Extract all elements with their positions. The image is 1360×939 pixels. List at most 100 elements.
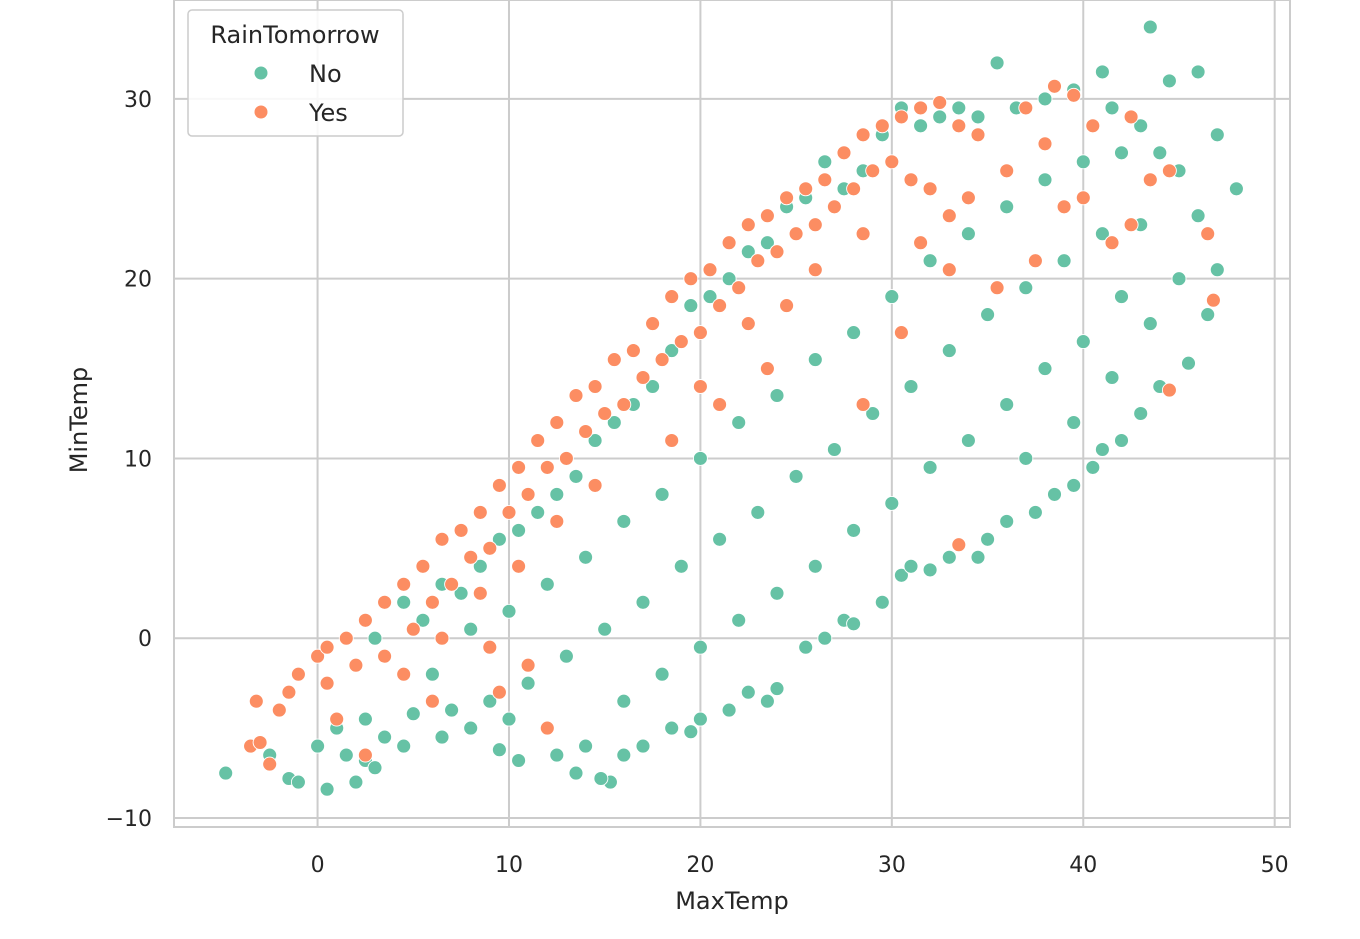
data-point-yes: [673, 334, 689, 350]
data-point-no: [893, 567, 909, 583]
data-point-yes: [654, 352, 670, 368]
data-point-yes: [779, 298, 795, 314]
legend-label-yes: Yes: [308, 99, 348, 127]
data-point-yes: [664, 433, 680, 448]
data-point-yes: [405, 621, 421, 637]
data-point-yes: [463, 549, 479, 565]
data-point-no: [377, 729, 393, 745]
data-point-no: [396, 594, 412, 610]
data-point-no: [692, 711, 708, 727]
data-point-yes: [788, 226, 804, 242]
data-point-yes: [396, 666, 412, 682]
data-point-yes: [290, 666, 306, 682]
data-point-no: [913, 118, 929, 134]
data-point-yes: [1123, 109, 1139, 125]
data-point-no: [1066, 477, 1082, 493]
x-tick-label: 10: [495, 853, 523, 878]
data-point-yes: [520, 486, 536, 502]
data-point-yes: [1142, 172, 1158, 188]
data-point-no: [1161, 73, 1177, 89]
data-point-yes: [262, 756, 278, 772]
data-point-no: [310, 738, 326, 754]
data-point-yes: [587, 477, 603, 493]
plot-frame: [173, 0, 1291, 828]
data-point-no: [501, 711, 517, 727]
data-point-yes: [702, 262, 718, 278]
data-point-yes: [932, 95, 948, 110]
data-point-yes: [396, 576, 412, 592]
data-point-no: [568, 765, 584, 781]
data-point-yes: [511, 459, 527, 475]
data-point-no: [396, 738, 412, 754]
data-point-yes: [941, 262, 957, 278]
data-point-no: [444, 702, 460, 718]
data-point-yes: [1161, 163, 1177, 179]
data-point-yes: [740, 217, 756, 233]
data-point-no: [683, 724, 699, 740]
data-point-no: [932, 109, 948, 125]
x-tick-label: 20: [686, 853, 714, 878]
data-point-no: [1037, 172, 1053, 188]
data-point-yes: [530, 433, 546, 448]
data-point-no: [922, 562, 938, 578]
data-point-no: [1142, 316, 1158, 332]
data-point-no: [491, 531, 507, 547]
data-point-yes: [826, 199, 842, 215]
data-point-yes: [434, 630, 450, 646]
data-point-no: [1037, 91, 1053, 107]
legend: RainTomorrow No Yes: [187, 9, 404, 137]
data-point-yes: [807, 262, 823, 278]
data-point-yes: [989, 280, 1005, 296]
data-point-yes: [491, 684, 507, 700]
data-point-yes: [252, 735, 268, 750]
data-point-yes: [482, 639, 498, 655]
data-point-yes: [769, 244, 785, 260]
data-point-yes: [951, 537, 967, 553]
data-point-no: [463, 720, 479, 736]
data-point-no: [664, 720, 680, 736]
data-point-no: [290, 774, 306, 790]
data-point-yes: [855, 226, 871, 242]
data-point-no: [980, 531, 996, 547]
data-point-no: [357, 711, 373, 727]
data-point-yes: [338, 630, 354, 646]
x-tick-label: 0: [311, 853, 325, 878]
data-point-yes: [549, 415, 565, 430]
data-point-no: [826, 442, 842, 457]
data-point-no: [664, 343, 680, 359]
data-point-yes: [1018, 100, 1034, 116]
y-tick-label: 20: [124, 268, 152, 293]
data-point-yes: [798, 181, 814, 197]
data-point-no: [1094, 442, 1110, 457]
data-point-no: [1200, 307, 1216, 323]
legend-marker-yes: [254, 105, 268, 119]
data-point-yes: [578, 424, 594, 439]
data-point-yes: [645, 316, 661, 332]
data-point-yes: [903, 172, 919, 188]
data-point-no: [721, 702, 737, 718]
y-axis-title: MinTemp: [65, 367, 93, 474]
data-point-no: [319, 781, 335, 797]
data-point-no: [606, 415, 622, 430]
data-point-no: [731, 415, 747, 430]
data-point-yes: [271, 702, 287, 718]
data-point-no: [740, 244, 756, 260]
data-point-yes: [501, 504, 517, 520]
data-point-yes: [1200, 226, 1216, 242]
data-point-yes: [1047, 78, 1062, 94]
data-point-no: [846, 616, 862, 632]
data-point-no: [616, 693, 632, 709]
data-point-no: [1181, 355, 1196, 371]
data-point-yes: [377, 648, 393, 664]
data-point-no: [960, 433, 976, 448]
data-point-yes: [836, 145, 852, 161]
data-point-yes: [319, 675, 335, 691]
data-point-no: [1085, 459, 1101, 475]
data-point-yes: [281, 684, 297, 700]
data-point-yes: [558, 450, 574, 466]
data-point-no: [951, 100, 967, 116]
data-point-yes: [597, 406, 613, 421]
data-point-no: [941, 549, 957, 565]
data-point-yes: [1027, 253, 1043, 269]
data-point-no: [980, 307, 996, 323]
